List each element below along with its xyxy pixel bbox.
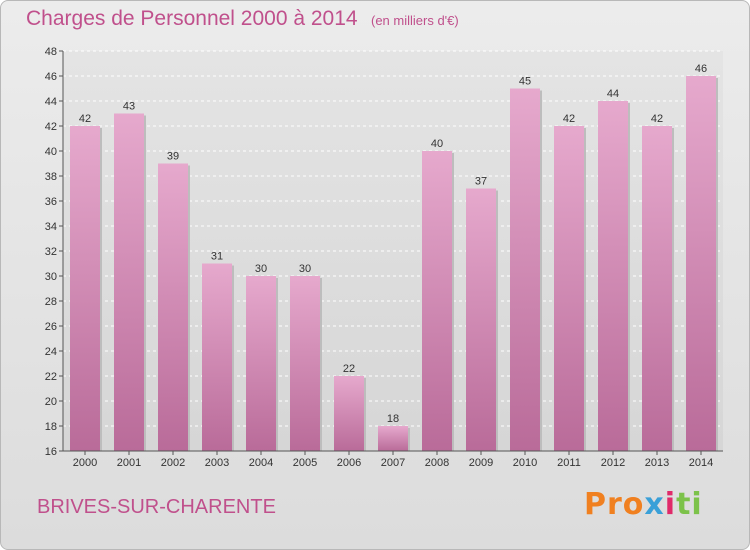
logo-part-2: x	[644, 487, 665, 522]
y-tick-label: 48	[45, 46, 57, 58]
x-tick-label: 2011	[557, 457, 581, 469]
bar-value-label: 30	[255, 263, 267, 275]
y-tick-label: 36	[45, 196, 57, 208]
bar-value-label: 39	[167, 151, 179, 163]
y-tick-label: 16	[45, 446, 57, 458]
y-tick-label: 44	[45, 96, 57, 108]
y-axis: 16 18 20 22 24 26 28 30 32 34 36 38 40 42 44 46 48	[45, 46, 64, 458]
bar-2005	[290, 276, 320, 451]
logo-part-1: Pro	[584, 487, 645, 522]
x-tick-label: 2013	[645, 457, 669, 469]
bar-2006	[334, 376, 364, 451]
x-axis: 2000 2001 2002 2003 2004 2005 2006 2007 2008 2009…	[63, 450, 723, 469]
bar-value-label: 42	[79, 113, 91, 125]
bar-value-label: 42	[651, 113, 663, 125]
x-tick-label: 2002	[161, 457, 185, 469]
x-tick-label: 2007	[381, 457, 405, 469]
bar-value-label: 37	[475, 176, 487, 188]
bar-value-label: 43	[123, 101, 135, 113]
bar-2004	[246, 276, 276, 451]
y-tick-label: 18	[45, 421, 57, 433]
y-tick-label: 22	[45, 371, 57, 383]
bar-value-label: 46	[695, 63, 707, 75]
bar-2014	[686, 76, 716, 451]
bar-2008	[422, 151, 452, 451]
x-tick-label: 2010	[513, 457, 537, 469]
y-tick-label: 28	[45, 296, 57, 308]
bar-value-label: 30	[299, 263, 311, 275]
bar-value-label: 40	[431, 138, 443, 150]
y-tick-label: 38	[45, 171, 57, 183]
bar-2013	[642, 126, 672, 451]
x-tick-label: 2005	[293, 457, 317, 469]
bar-2009	[466, 188, 496, 451]
commune-name: BRIVES-SUR-CHARENTE	[37, 496, 276, 518]
bar-value-label: 31	[211, 251, 223, 263]
y-tick-label: 26	[45, 321, 57, 333]
y-tick-label: 30	[45, 271, 57, 283]
bar-2003	[202, 263, 232, 451]
bar-2012	[598, 101, 628, 451]
bar-value-label: 42	[563, 113, 575, 125]
x-tick-label: 2008	[425, 457, 449, 469]
proxiti-logo[interactable]: Proxiti	[584, 487, 703, 522]
logo-part-4: ti	[676, 487, 703, 522]
x-tick-label: 2009	[469, 457, 493, 469]
x-tick-label: 2001	[117, 457, 141, 469]
bar-2002	[158, 163, 188, 451]
bar-2011	[554, 126, 584, 451]
x-tick-label: 2003	[205, 457, 229, 469]
y-tick-label: 24	[45, 346, 57, 358]
bar-2000	[70, 126, 100, 451]
x-tick-label: 2004	[249, 457, 273, 469]
y-tick-label: 46	[45, 71, 57, 83]
bar-value-label: 18	[387, 413, 399, 425]
y-tick-label: 40	[45, 146, 57, 158]
bar-2001	[114, 113, 144, 451]
chart-title: Charges de Personnel 2000 à 2014	[26, 7, 358, 30]
bar-2010	[510, 88, 540, 451]
y-tick-label: 42	[45, 121, 57, 133]
y-tick-label: 34	[45, 221, 57, 233]
bar-value-label: 44	[607, 88, 619, 100]
chart-subtitle: (en milliers d'€)	[371, 13, 459, 28]
x-tick-label: 2012	[601, 457, 625, 469]
bar-2007	[378, 426, 408, 451]
y-tick-label: 20	[45, 396, 57, 408]
bar-value-label: 22	[343, 363, 355, 375]
x-tick-label: 2006	[337, 457, 361, 469]
bar-value-label: 45	[519, 76, 531, 88]
x-tick-label: 2000	[73, 457, 97, 469]
logo-part-3: i	[664, 487, 677, 522]
y-tick-label: 32	[45, 246, 57, 258]
bars: 42 43 39 31 30 30 22 18 40 37 45 42 44 42 46	[70, 63, 718, 451]
x-tick-label: 2014	[689, 457, 713, 469]
